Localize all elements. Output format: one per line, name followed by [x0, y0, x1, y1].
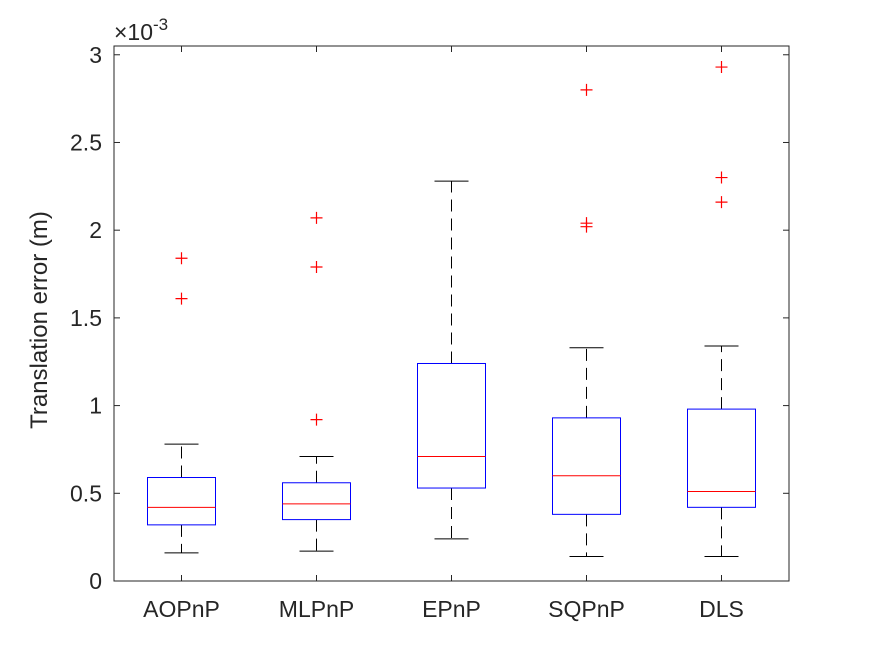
y-tick-label: 0.5: [70, 480, 102, 506]
outlier-marker: [310, 211, 323, 224]
outlier-marker: [580, 83, 593, 96]
outlier-marker: [580, 217, 593, 230]
y-tick-label: 0: [89, 568, 102, 594]
box-sqpnp: [552, 417, 621, 515]
outlier-marker: [715, 196, 728, 209]
x-tick-label: SQPnP: [548, 596, 625, 622]
box-mlpnp: [282, 482, 351, 521]
y-exponent-power: -3: [153, 15, 168, 34]
outlier-marker: [715, 61, 728, 74]
x-tick-label: EPnP: [422, 596, 481, 622]
plot-area: 0 0.5 1 1.5 2 2.5 3 AOPnP MLPnP EPnP SQPnP DLS: [70, 42, 790, 622]
y-exponent-base: ×10: [114, 19, 153, 45]
outlier-marker: [175, 252, 188, 265]
y-tick-label: 2: [89, 217, 102, 243]
y-axis-label: Translation error (m): [26, 211, 53, 429]
box-dls: [687, 408, 756, 508]
y-exponent-label: ×10-3: [114, 15, 168, 45]
y-tick-label: 2.5: [70, 129, 102, 155]
outlier-marker: [310, 413, 323, 426]
y-tick-label: 1.5: [70, 305, 102, 331]
box-epnp: [417, 362, 486, 489]
outlier-marker: [175, 292, 188, 305]
outlier-marker: [715, 171, 728, 184]
x-tick-label: MLPnP: [279, 596, 354, 622]
box-aopnp: [147, 477, 216, 526]
y-tick-label: 1: [89, 393, 102, 419]
y-tick-label: 3: [89, 42, 102, 68]
x-tick-label: AOPnP: [143, 596, 220, 622]
x-tick-label: DLS: [699, 596, 744, 622]
outlier-marker: [310, 261, 323, 274]
